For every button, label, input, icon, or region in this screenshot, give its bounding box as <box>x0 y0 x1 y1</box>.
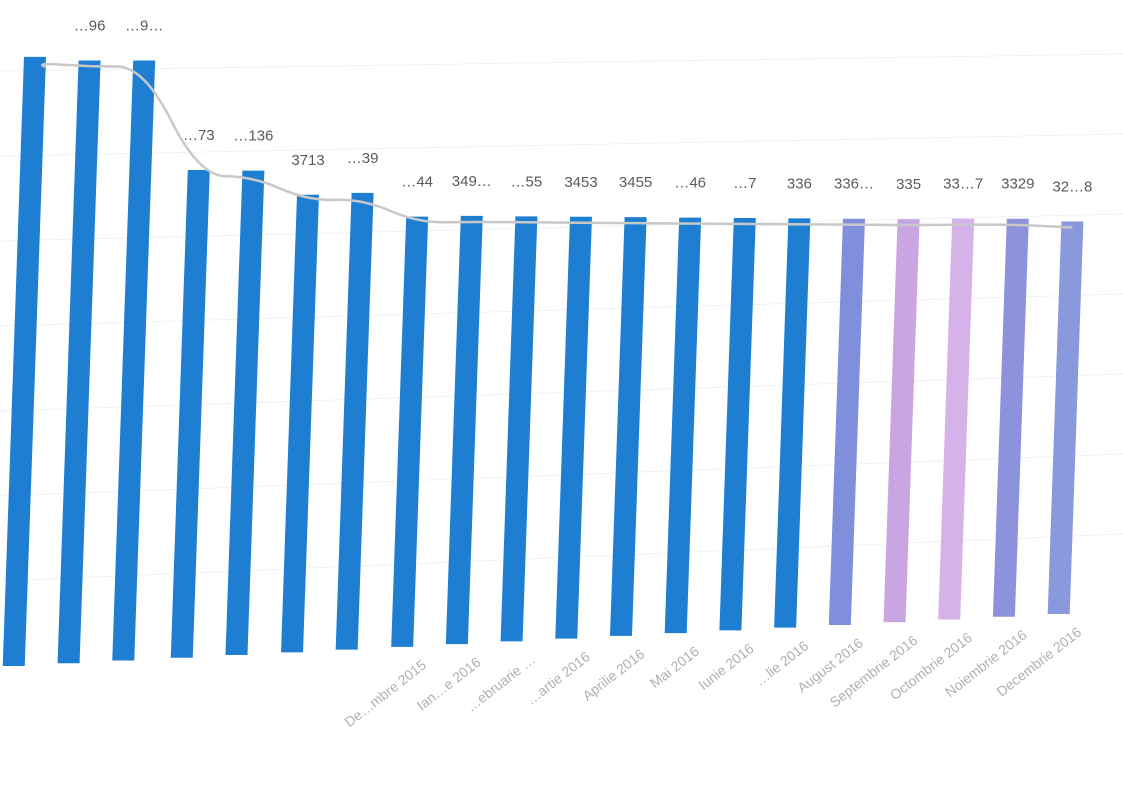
category-label: Iunie 2016 <box>695 640 757 693</box>
bar <box>828 218 866 625</box>
value-label: 335 <box>896 176 921 193</box>
value-label: 32…8 <box>1052 178 1092 195</box>
bar <box>500 216 538 642</box>
value-label: 336 <box>787 175 812 192</box>
bar <box>2 56 47 667</box>
value-label: …136 <box>233 128 273 145</box>
category-label: De…mbre 2015 <box>341 656 429 730</box>
bar <box>609 217 647 636</box>
bar <box>57 60 101 664</box>
bar <box>170 169 210 658</box>
gridline <box>0 133 1123 157</box>
value-labels: …96 …9… …73 …136 3713 …39 …44 349… …55 3453 3455 …4… <box>74 18 1093 196</box>
bar <box>445 215 483 645</box>
value-label: …46 <box>674 175 706 192</box>
bar <box>938 218 975 620</box>
bar <box>992 218 1029 617</box>
category-label: Aprilie 2016 <box>579 646 647 704</box>
value-label: …7 <box>733 175 756 192</box>
value-label: 33…7 <box>943 176 983 193</box>
bar <box>883 219 920 623</box>
value-label: …55 <box>511 173 543 190</box>
bar <box>774 218 811 628</box>
value-label: 336… <box>834 176 874 193</box>
trendline <box>41 62 1073 229</box>
bar <box>391 216 429 647</box>
bar <box>664 217 702 634</box>
bar <box>335 192 374 650</box>
bar <box>1047 221 1084 614</box>
bar <box>225 170 265 656</box>
value-label: …73 <box>183 127 215 144</box>
category-label: Septembrie 2016 <box>827 632 921 710</box>
bar <box>555 216 593 639</box>
value-label: 3713 <box>291 152 324 169</box>
value-label: …9… <box>125 18 163 35</box>
category-label: Decembrie 2016 <box>993 624 1084 700</box>
value-label: 3453 <box>564 174 597 191</box>
bar <box>112 60 156 661</box>
bar <box>719 217 756 631</box>
gridline <box>0 53 1123 72</box>
category-label: Mai 2016 <box>647 643 702 691</box>
value-label: …44 <box>401 174 433 191</box>
value-label: 3455 <box>619 174 652 191</box>
bar <box>281 194 319 653</box>
value-label: …96 <box>74 18 106 35</box>
value-label: 3329 <box>1001 176 1034 193</box>
bars <box>2 56 1084 667</box>
value-label: …39 <box>347 150 379 167</box>
category-label: …artie 2016 <box>523 648 593 708</box>
value-label: 349… <box>452 173 492 190</box>
